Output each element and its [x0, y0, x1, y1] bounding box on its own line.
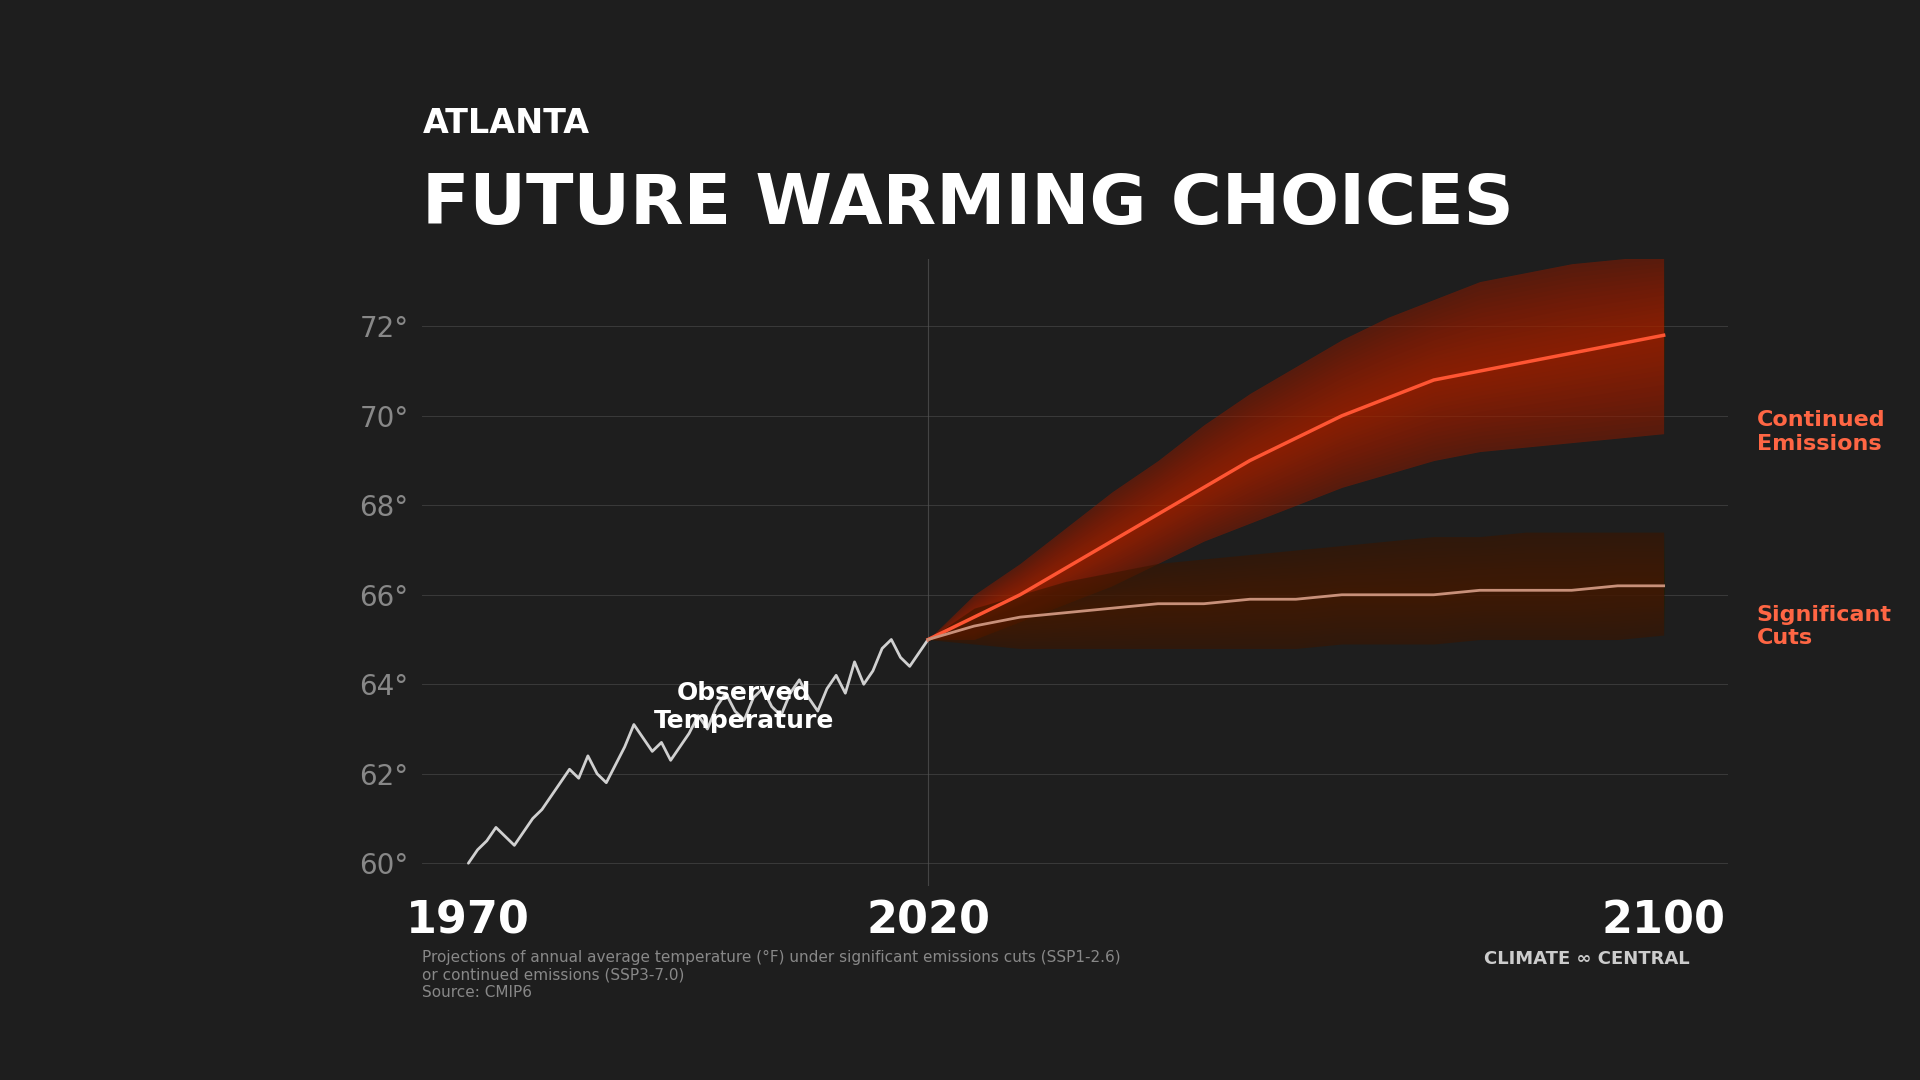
Text: ATLANTA: ATLANTA [422, 107, 589, 140]
Text: Significant
Cuts: Significant Cuts [1757, 605, 1891, 648]
Text: Continued
Emissions: Continued Emissions [1757, 410, 1885, 454]
Text: Observed
Temperature: Observed Temperature [655, 680, 835, 732]
Text: FUTURE WARMING CHOICES: FUTURE WARMING CHOICES [422, 171, 1515, 238]
Text: CLIMATE ∞ CENTRAL: CLIMATE ∞ CENTRAL [1484, 950, 1690, 969]
Text: Projections of annual average temperature (°F) under significant emissions cuts : Projections of annual average temperatur… [422, 950, 1121, 1000]
